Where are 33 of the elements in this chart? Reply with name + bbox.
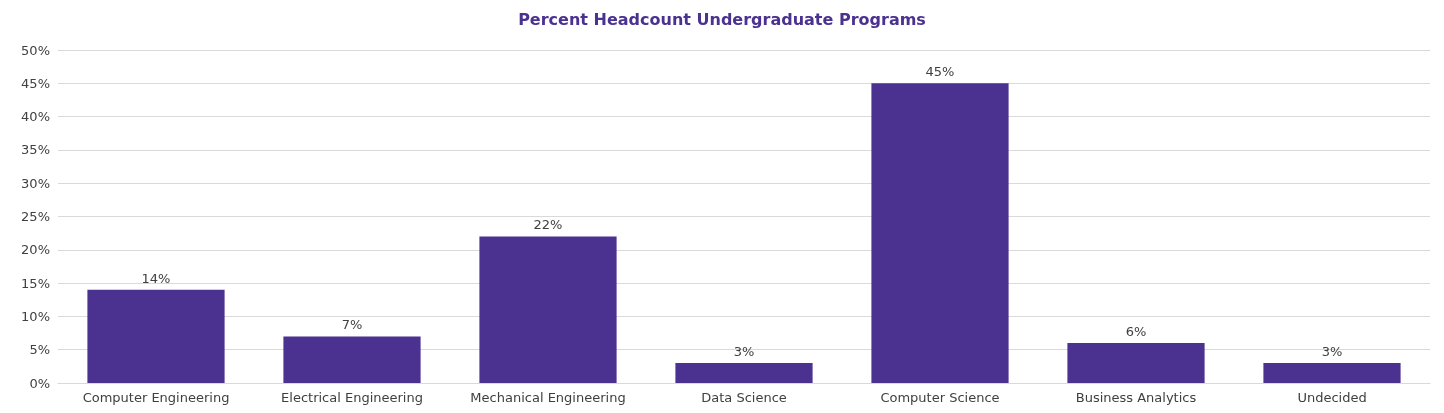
data-label: 45%: [925, 64, 955, 80]
data-label: 3%: [733, 344, 755, 360]
bar: [675, 363, 813, 383]
x-tick-label: Data Science: [701, 390, 787, 405]
bar: [283, 336, 421, 383]
x-tick-label: Business Analytics: [1075, 390, 1197, 405]
y-tick-label: 25%: [21, 209, 50, 224]
data-label: 7%: [341, 317, 363, 333]
data-label: 3%: [1321, 344, 1343, 360]
x-tick-label: Mechanical Engineering: [470, 390, 626, 405]
x-tick-label: Undecided: [1297, 390, 1367, 405]
bar: [871, 83, 1009, 383]
bar: [1263, 363, 1401, 383]
y-tick-label: 15%: [21, 275, 50, 291]
data-label: 6%: [1125, 324, 1147, 340]
bar: [479, 236, 617, 383]
y-tick-label: 0%: [29, 375, 50, 391]
y-tick-label: 40%: [21, 109, 50, 125]
y-tick-label: 5%: [29, 342, 50, 358]
y-tick-label: 50%: [21, 42, 50, 58]
x-tick-label: Computer Engineering: [82, 390, 230, 405]
y-tick-label: 10%: [21, 308, 50, 324]
y-tick-label: 35%: [21, 142, 50, 158]
x-tick-label: Computer Science: [880, 390, 1000, 405]
bar: [1067, 343, 1205, 383]
y-tick-label: 30%: [21, 175, 50, 191]
data-label: 14%: [141, 270, 171, 286]
y-tick-label: 20%: [21, 242, 50, 258]
chart-title: Percent Headcount Undergraduate Programs: [518, 9, 926, 29]
x-tick-label: Electrical Engineering: [281, 390, 423, 405]
y-tick-label: 45%: [21, 75, 50, 91]
data-label: 22%: [533, 217, 563, 233]
bar: [87, 289, 225, 383]
